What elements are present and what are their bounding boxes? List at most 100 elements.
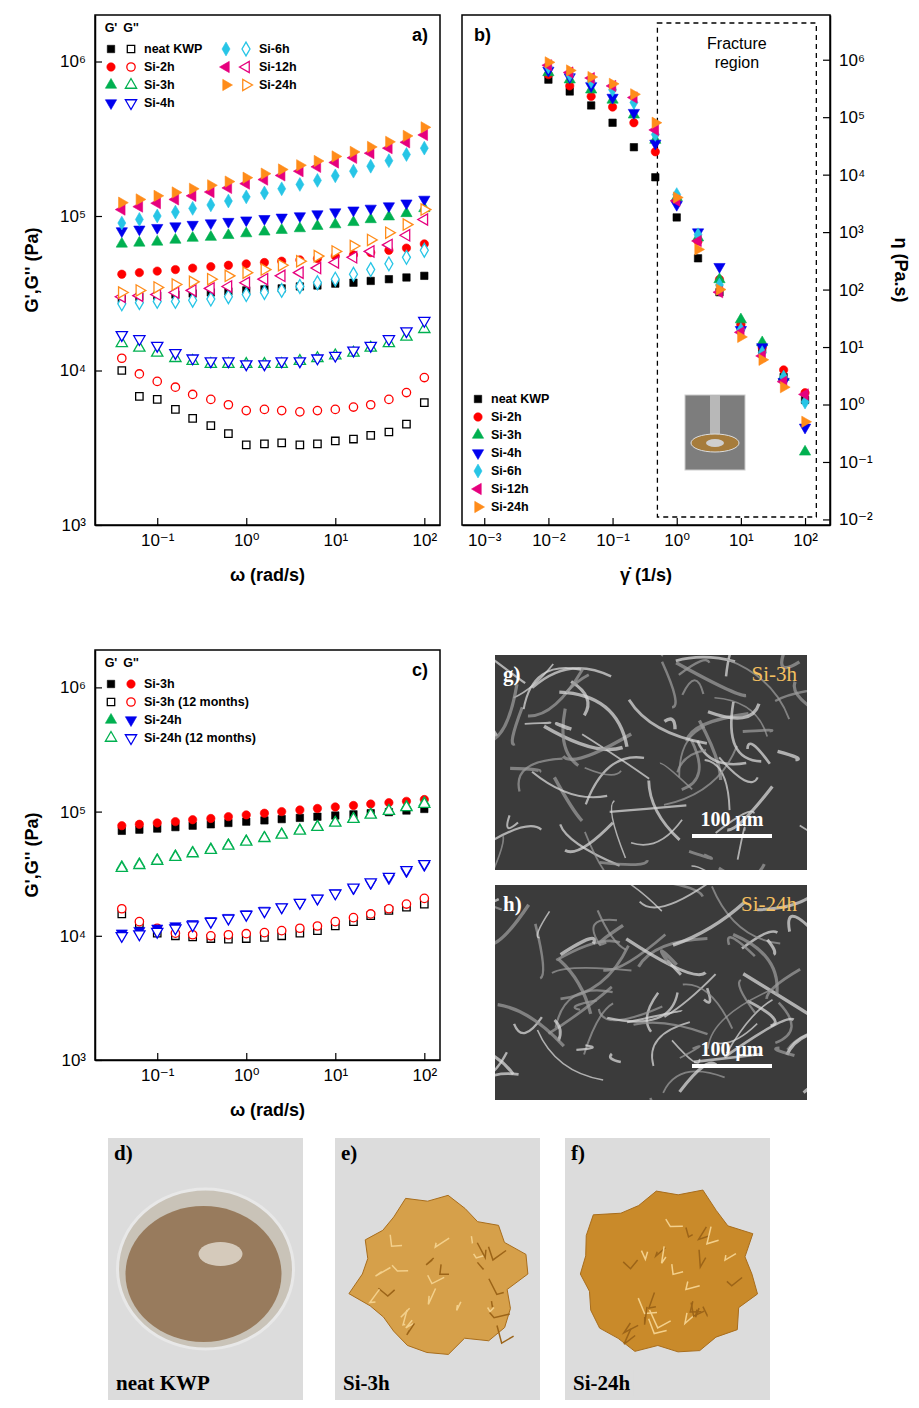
tick-label: 10²: [413, 1066, 438, 1085]
data-point: [385, 428, 392, 435]
series: [118, 272, 428, 303]
legend-marker: [223, 79, 233, 90]
data-point: [314, 250, 324, 261]
series: [116, 796, 430, 870]
data-point: [205, 844, 216, 854]
series: [118, 795, 429, 830]
data-point: [421, 122, 431, 133]
series: [118, 367, 428, 449]
tick-mark: [95, 1060, 102, 1061]
data-point: [329, 257, 339, 268]
data-point: [401, 801, 412, 811]
legend-marker: [471, 483, 481, 494]
tick: 10¹: [729, 518, 754, 550]
legend: neat KWPSi-2hSi-3hSi-4hSi-6hSi-12hSi-24h: [471, 392, 549, 514]
tick-label: 10⁵: [839, 108, 865, 127]
tick-label: 10²: [413, 531, 438, 550]
tick-label: 10⁰: [234, 531, 260, 550]
data-point: [276, 827, 287, 837]
series: [116, 196, 430, 237]
data-point: [224, 401, 232, 409]
legend-label: Si-6h: [491, 464, 522, 478]
series: [545, 57, 811, 428]
data-point: [116, 237, 127, 247]
tick-label: 10¹: [729, 531, 754, 550]
data-point: [402, 250, 410, 264]
data-point: [135, 820, 143, 828]
data-point: [134, 236, 145, 246]
data-point: [420, 373, 428, 381]
tick-label: 10⁻³: [468, 531, 502, 550]
series: [116, 317, 430, 370]
data-point: [330, 209, 341, 219]
data-point: [223, 914, 234, 924]
image-label: Si-24h: [741, 892, 798, 916]
data-point: [205, 220, 216, 230]
data-point: [588, 71, 598, 82]
data-point: [652, 174, 659, 181]
data-point: [385, 395, 393, 403]
figure-svg: 10⁻¹10⁰10¹10²10³10⁴10⁵10⁶ω (rad/s)G',G''…: [0, 0, 919, 1408]
data-point: [187, 922, 198, 932]
data-point: [154, 396, 161, 403]
data-point: [313, 276, 321, 290]
legend-entry: Si-3h: [107, 677, 174, 691]
legend-marker: [125, 78, 136, 88]
data-point: [118, 270, 126, 278]
data-point: [136, 285, 146, 296]
data-point: [694, 255, 701, 262]
tick-label: 10⁻¹: [141, 1066, 175, 1085]
legend-label: Si-24h: [259, 78, 297, 92]
data-point: [348, 884, 359, 894]
data-point: [259, 907, 270, 917]
data-point: [673, 214, 680, 221]
tick-mark: [246, 1053, 247, 1060]
legend-marker: [125, 735, 136, 745]
tick-mark: [424, 1053, 425, 1060]
data-point: [421, 272, 428, 279]
data-point: [154, 190, 164, 201]
axis-line: [95, 16, 97, 526]
scale-bar: [692, 1064, 772, 1068]
data-point: [153, 819, 161, 827]
data-point: [385, 275, 392, 282]
data-point: [566, 65, 576, 76]
tick-label: 10³: [839, 223, 864, 242]
data-point: [419, 196, 430, 206]
data-point: [222, 281, 232, 292]
legend-label: Si-2h: [491, 410, 522, 424]
data-point: [367, 159, 375, 173]
legend-header: G'': [123, 656, 139, 670]
data-point: [188, 264, 196, 272]
data-point: [242, 811, 250, 819]
data-point: [401, 800, 412, 810]
data-point: [365, 341, 376, 351]
data-point: [330, 218, 341, 228]
data-point: [367, 141, 377, 152]
tick-label: 10¹: [324, 1066, 349, 1085]
x-axis-title: ω (rad/s): [230, 1100, 305, 1120]
data-point: [367, 263, 375, 277]
data-point: [278, 439, 285, 446]
legend-entry: Si-3h: [105, 78, 174, 92]
image-panel-letter: g): [503, 662, 521, 686]
data-point: [367, 277, 374, 284]
legend-marker: [243, 79, 253, 90]
data-point: [116, 933, 127, 943]
data-point: [207, 422, 214, 429]
data-point: [225, 430, 232, 437]
series: [116, 798, 430, 872]
tick: 10⁵: [60, 803, 102, 822]
data-point: [296, 280, 304, 294]
data-point: [205, 358, 216, 368]
tick: 10⁶: [60, 678, 102, 697]
series: [119, 204, 431, 298]
data-point: [136, 393, 143, 400]
panel-letter: b): [474, 25, 491, 45]
data-point: [312, 895, 323, 905]
data-point: [172, 279, 182, 290]
data-point: [188, 816, 196, 824]
legend-label: Si-6h: [259, 42, 290, 56]
data-point: [224, 931, 232, 939]
region-box: [657, 23, 816, 517]
